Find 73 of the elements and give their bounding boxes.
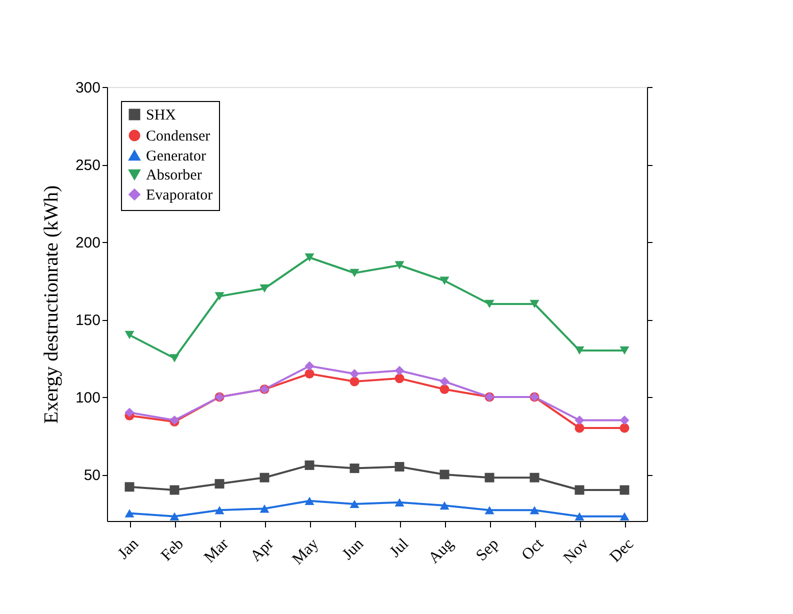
point <box>170 354 180 362</box>
point <box>350 369 360 378</box>
point <box>440 501 450 510</box>
point <box>484 506 494 514</box>
legend-label: Condenser <box>146 128 210 144</box>
point <box>170 485 180 495</box>
x-tick-label: Mar <box>201 535 232 566</box>
point <box>530 472 540 482</box>
point <box>124 509 134 518</box>
point <box>214 292 224 300</box>
point <box>574 416 584 425</box>
x-tick-label: Dec <box>606 536 638 566</box>
point <box>124 330 134 340</box>
x-tick-label: Aug <box>426 536 458 568</box>
y-tick-label: 50 <box>84 467 100 484</box>
y-tick-label: 150 <box>75 312 100 329</box>
x-tick-label: Jun <box>339 536 368 564</box>
point <box>394 366 404 376</box>
point <box>394 462 404 472</box>
point <box>620 416 630 425</box>
point <box>574 512 584 520</box>
point <box>304 361 314 371</box>
x-tick-label: Nov <box>560 536 592 568</box>
point <box>620 512 630 520</box>
y-tick-label: 100 <box>75 390 100 406</box>
x-tick-label: Oct <box>518 535 548 564</box>
legend-label: Evaporator <box>146 188 213 204</box>
point <box>530 300 540 308</box>
point <box>304 460 314 470</box>
point <box>260 504 270 513</box>
point <box>440 376 450 386</box>
legend-label: Generator <box>146 148 206 164</box>
x-tick-label: Apr <box>247 535 278 566</box>
point <box>304 369 314 378</box>
point <box>394 374 404 384</box>
point <box>574 346 584 355</box>
point <box>484 300 494 308</box>
y-tick-label: 200 <box>75 234 100 252</box>
point <box>440 384 450 394</box>
point <box>440 470 450 480</box>
y-tick-label: 250 <box>75 157 100 174</box>
point <box>574 485 584 495</box>
legend-label: SHX <box>146 108 176 124</box>
x-tick-label: Jul <box>386 535 412 561</box>
point <box>484 472 494 482</box>
point <box>620 485 630 495</box>
point <box>394 498 404 507</box>
y-axis-title: Exergy destructionrate (kWh) <box>40 185 62 424</box>
point <box>394 261 404 270</box>
point <box>620 346 630 355</box>
point <box>440 276 450 285</box>
point <box>260 284 270 293</box>
x-tick-label: Feb <box>158 536 188 564</box>
point <box>620 423 630 433</box>
x-tick-label: Jan <box>114 536 142 563</box>
point <box>260 472 270 482</box>
x-tick-label: May <box>289 536 322 568</box>
x-tick-label: Sep <box>473 536 502 564</box>
point <box>350 268 360 278</box>
point <box>214 506 224 514</box>
point <box>214 479 224 489</box>
point <box>530 506 540 514</box>
point <box>170 512 180 520</box>
point <box>350 500 360 508</box>
point <box>304 253 314 262</box>
point <box>304 496 314 505</box>
point <box>124 482 134 492</box>
legend-label: Absorber <box>146 168 202 184</box>
point <box>350 376 360 386</box>
point <box>124 408 134 418</box>
y-tick-label: 300 <box>75 80 100 96</box>
point <box>574 423 584 433</box>
point <box>350 464 360 474</box>
